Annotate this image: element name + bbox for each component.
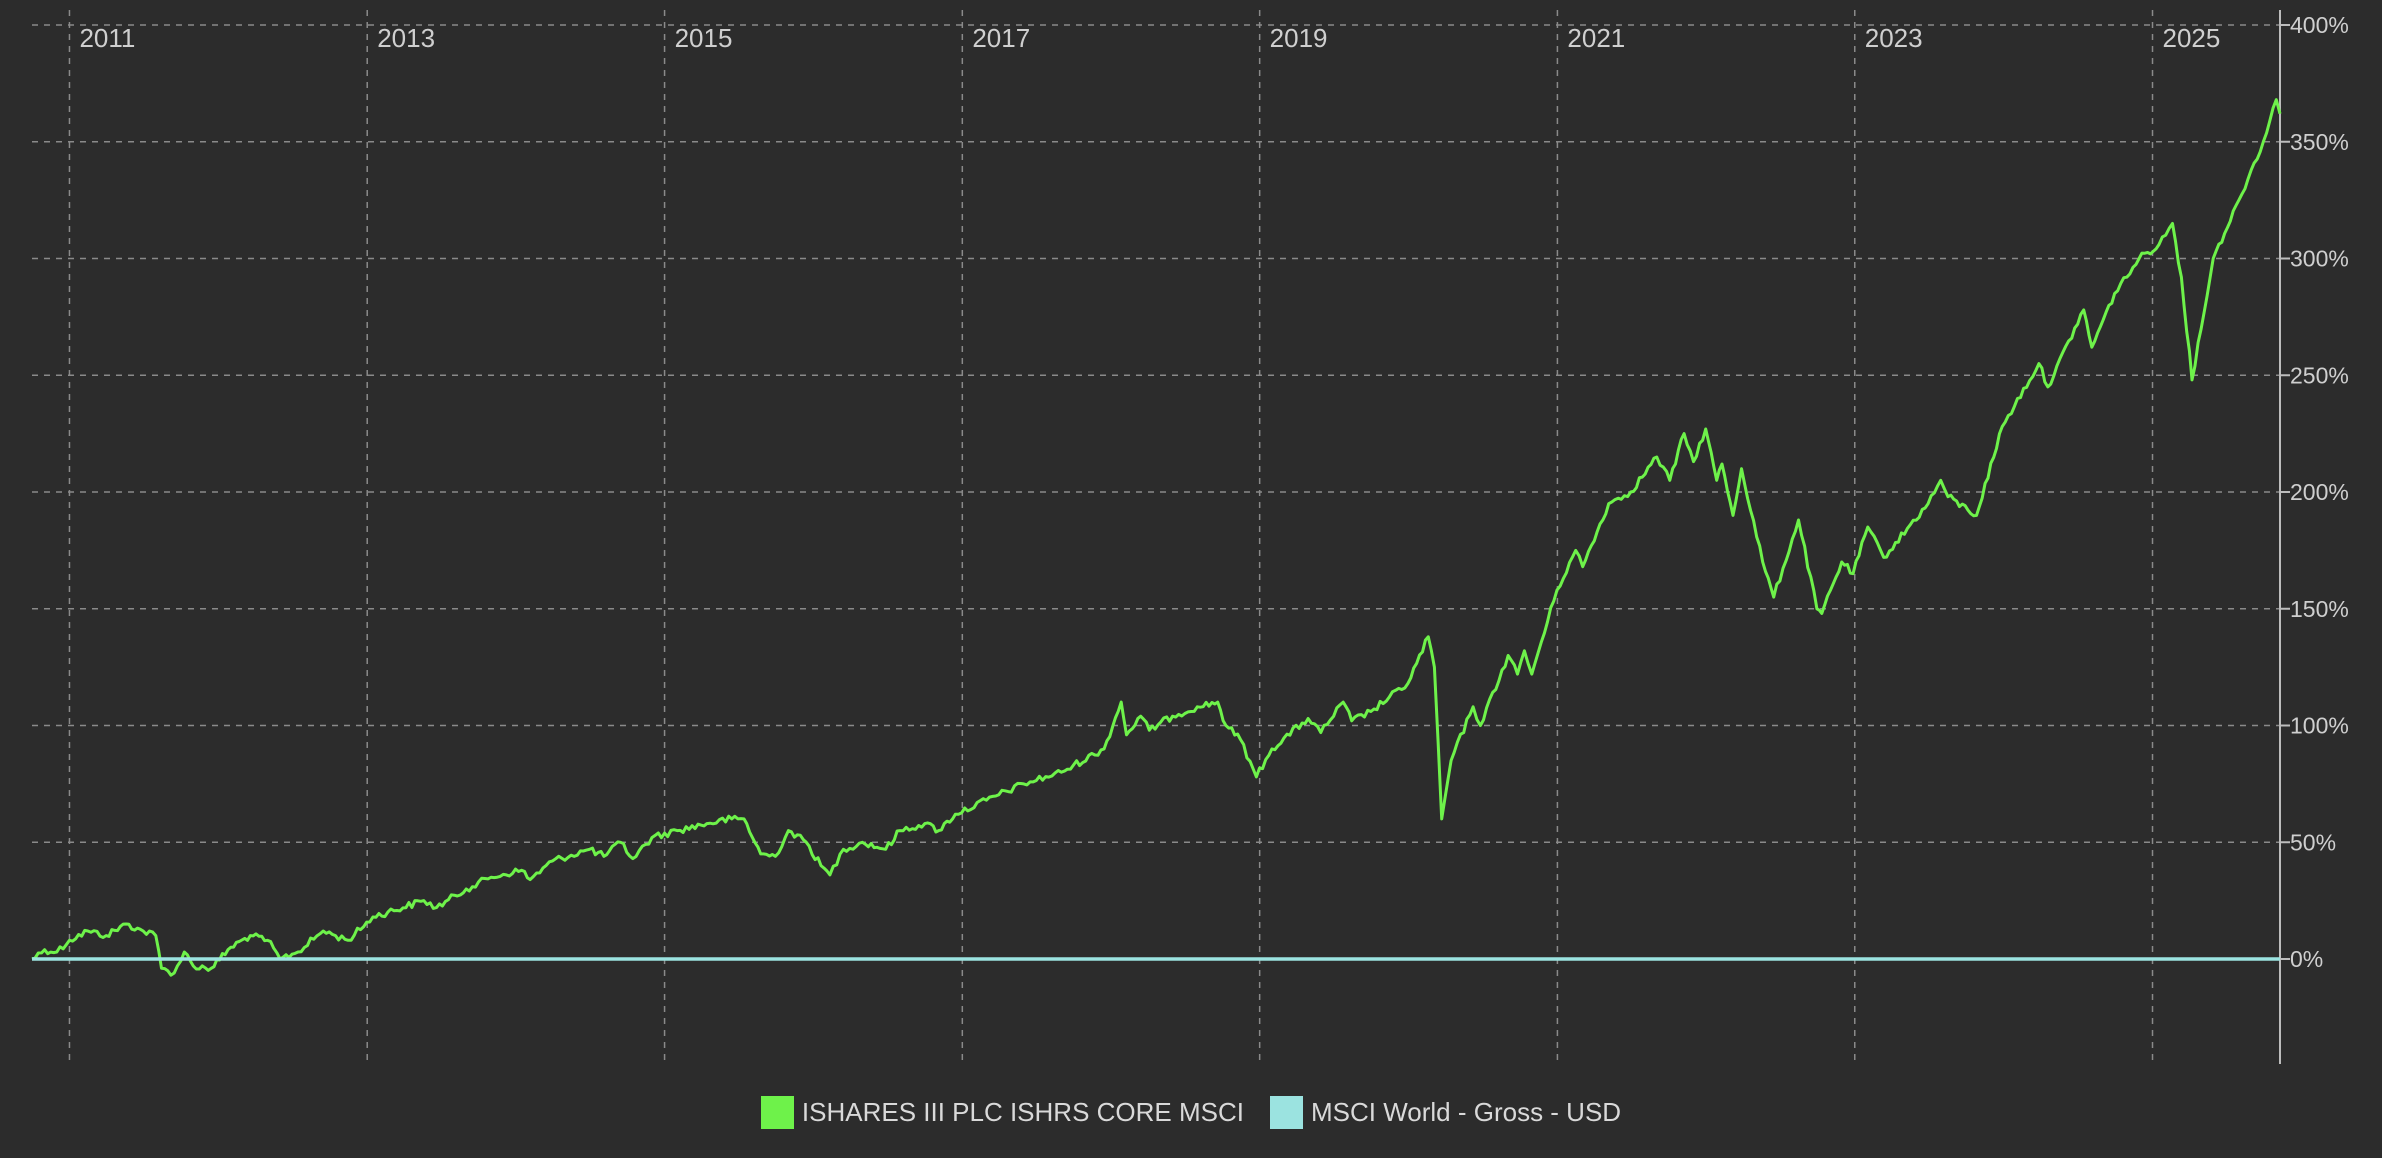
- y-tick-label: 150%: [2290, 596, 2349, 622]
- legend-label-msci-world: MSCI World - Gross - USD: [1310, 1097, 1622, 1127]
- legend: ISHARES III PLC ISHRS CORE MSCI MSCI Wor…: [0, 1096, 2382, 1129]
- legend-item-ishares[interactable]: ISHARES III PLC ISHRS CORE MSCI: [760, 1096, 1244, 1129]
- grid-lines: [32, 10, 2280, 1062]
- y-tick-label: 100%: [2290, 713, 2349, 739]
- y-tick-label: 0%: [2290, 946, 2323, 972]
- y-tick-label: 300%: [2290, 246, 2349, 272]
- y-tick-label: 400%: [2290, 12, 2349, 38]
- chart-plot: 0% 50% 100% 150% 200% 250% 300% 350% 400% 2011 201…: [31, 10, 2349, 1064]
- axes: 0% 50% 100% 150% 200% 250% 300% 350% 400% 2011 201…: [79, 10, 2349, 1064]
- x-tick-label: 2011: [79, 23, 135, 53]
- y-tick-label: 350%: [2290, 129, 2349, 155]
- y-tick-label: 250%: [2290, 362, 2349, 388]
- legend-item-msci-world[interactable]: MSCI World - Gross - USD: [1269, 1096, 1622, 1129]
- x-tick-label: 2017: [972, 23, 1030, 53]
- x-tick-label: 2019: [1270, 23, 1328, 53]
- x-tick-label: 2013: [377, 23, 435, 53]
- x-tick-label: 2021: [1567, 23, 1625, 53]
- legend-label-ishares: ISHARES III PLC ISHRS CORE MSCI: [801, 1097, 1244, 1127]
- x-tick-label: 2025: [2163, 23, 2221, 53]
- y-tick-label: 200%: [2290, 479, 2349, 505]
- x-tick-label: 2023: [1865, 23, 1923, 53]
- series-lines: [31, 98, 2282, 977]
- series-line-ishares: [31, 98, 2282, 977]
- x-tick-label: 2015: [675, 23, 733, 53]
- legend-swatch-msci-world: [1269, 1096, 1303, 1129]
- y-tick-label: 50%: [2290, 829, 2336, 855]
- legend-swatch-ishares: [760, 1096, 794, 1129]
